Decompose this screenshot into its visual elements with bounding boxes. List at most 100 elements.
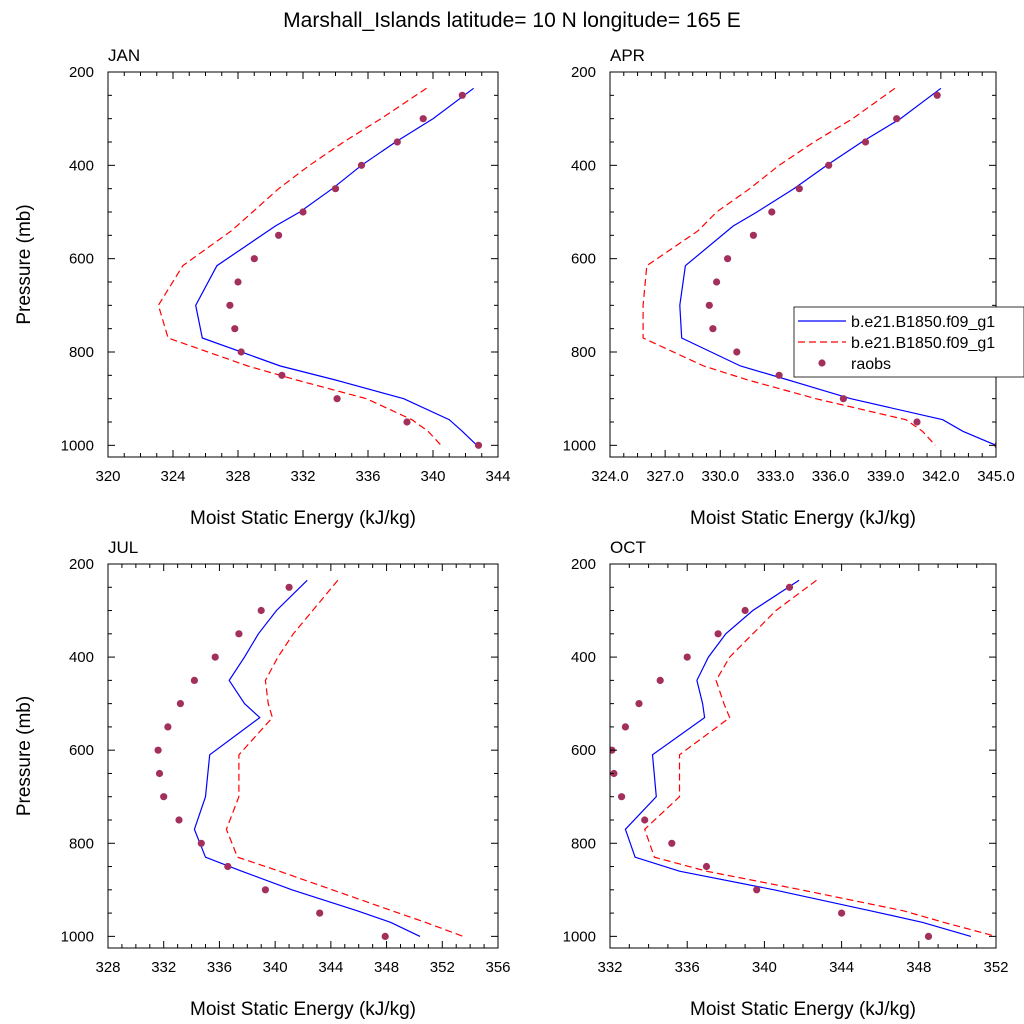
y-tick-label: 800 (69, 835, 94, 852)
x-tick-label: 340 (263, 959, 288, 976)
y-tick-label: 400 (69, 649, 94, 666)
x-tick-label: 344 (318, 959, 343, 976)
y-tick-label: 600 (571, 742, 596, 759)
raobs-point (275, 231, 283, 239)
y-tick-label: 800 (571, 835, 596, 852)
raobs-point (333, 395, 341, 403)
raobs-point (705, 301, 713, 309)
x-tick-label: 332 (151, 959, 176, 976)
raobs-point (733, 348, 741, 356)
legend-label: b.e21.B1850.f09_g1 (851, 314, 995, 331)
raobs-point (257, 606, 265, 615)
legend-label: b.e21.B1850.f09_g1 (851, 335, 995, 352)
raobs-point (261, 886, 269, 894)
raobs-point (621, 723, 630, 731)
y-tick-label: 600 (69, 742, 94, 759)
plot-area (610, 579, 996, 941)
raobs-point (656, 676, 664, 685)
raobs-point (211, 653, 219, 661)
raobs-point (154, 746, 162, 754)
figure-title: Marshall_Islands latitude= 10 N longitud… (283, 9, 741, 32)
x-tick-label: 330.0 (702, 468, 740, 485)
x-tick-label: 328 (95, 959, 120, 976)
x-axis-title: Moist Static Energy (kJ/kg) (190, 508, 416, 529)
y-tick-label: 200 (571, 64, 596, 81)
plot-area (154, 579, 464, 941)
raobs-point (403, 418, 411, 426)
x-tick-label: 336.0 (812, 468, 850, 485)
raobs-point (933, 91, 941, 99)
raobs-point (668, 839, 676, 847)
plot-area (642, 87, 996, 449)
series-line-solid (195, 87, 478, 446)
series-line-solid (679, 87, 996, 446)
raobs-point (474, 441, 483, 449)
raobs-point (278, 371, 286, 379)
series-line-solid (193, 579, 421, 937)
x-tick-label: 332 (597, 959, 622, 976)
raobs-point (299, 208, 307, 216)
x-tick-label: 352 (430, 959, 455, 976)
raobs-point (176, 700, 184, 708)
legend-label: raobs (851, 356, 891, 373)
raobs-point (861, 138, 870, 146)
raobs-point (785, 583, 794, 591)
raobs-point (458, 91, 466, 99)
x-axis-title: Moist Static Energy (kJ/kg) (690, 999, 916, 1020)
raobs-point (741, 606, 749, 615)
y-tick-label: 200 (571, 556, 596, 573)
plot-frame (609, 71, 997, 458)
raobs-point (641, 816, 649, 824)
x-tick-label: 345.0 (977, 468, 1015, 485)
raobs-point (197, 839, 205, 847)
raobs-point (164, 723, 172, 731)
raobs-point (825, 161, 833, 169)
chart-panel-oct: 332 336 340 344 348 352 200 400 600 800 1000 OCT Moi… (563, 538, 1009, 1020)
raobs-point (713, 278, 721, 286)
y-tick-label: 200 (69, 556, 94, 573)
raobs-point (285, 583, 293, 591)
x-tick-label: 336 (355, 468, 380, 485)
x-tick-label: 324.0 (591, 468, 629, 485)
raobs-point (357, 161, 366, 169)
series-line-dashed (225, 579, 464, 937)
y-tick-label: 1000 (61, 437, 94, 454)
raobs-point (237, 348, 245, 356)
raobs-point (839, 395, 848, 403)
raobs-point (893, 115, 901, 123)
x-tick-label: 348 (906, 959, 931, 976)
x-tick-label: 348 (374, 959, 399, 976)
x-tick-label: 332 (290, 468, 315, 485)
plot-frame (609, 563, 997, 949)
raobs-point (419, 115, 427, 123)
x-tick-label: 356 (485, 959, 510, 976)
raobs-point (190, 676, 198, 685)
x-tick-label: 336 (675, 959, 700, 976)
series-line-dashed (642, 87, 936, 446)
y-tick-label: 1000 (563, 928, 596, 945)
raobs-point (155, 769, 164, 778)
x-tick-label: 320 (95, 468, 120, 485)
raobs-point (838, 909, 846, 917)
legend-marker-raobs (818, 359, 826, 367)
x-axis-title: Moist Static Energy (kJ/kg) (190, 999, 416, 1020)
raobs-point (768, 208, 776, 216)
raobs-point (175, 816, 183, 824)
x-tick-label: 344 (829, 959, 854, 976)
y-tick-label: 1000 (563, 437, 596, 454)
series-line-dashed (157, 87, 442, 446)
series-line-solid (624, 579, 972, 937)
raobs-point (231, 325, 239, 333)
x-tick-label: 336 (207, 959, 232, 976)
plot-frame (107, 563, 499, 949)
chart-panel-jan: 320 324 328 332 336 340 344 200 400 600 800 1000 JAN… (14, 46, 511, 529)
y-tick-label: 1000 (61, 928, 94, 945)
raobs-point (250, 255, 258, 263)
x-tick-label: 324 (160, 468, 185, 485)
x-axis-title: Moist Static Energy (kJ/kg) (690, 508, 916, 529)
y-tick-label: 600 (571, 251, 596, 268)
raobs-point (924, 932, 933, 941)
y-axis-title: Pressure (mb) (14, 696, 35, 816)
raobs-point (714, 630, 722, 638)
